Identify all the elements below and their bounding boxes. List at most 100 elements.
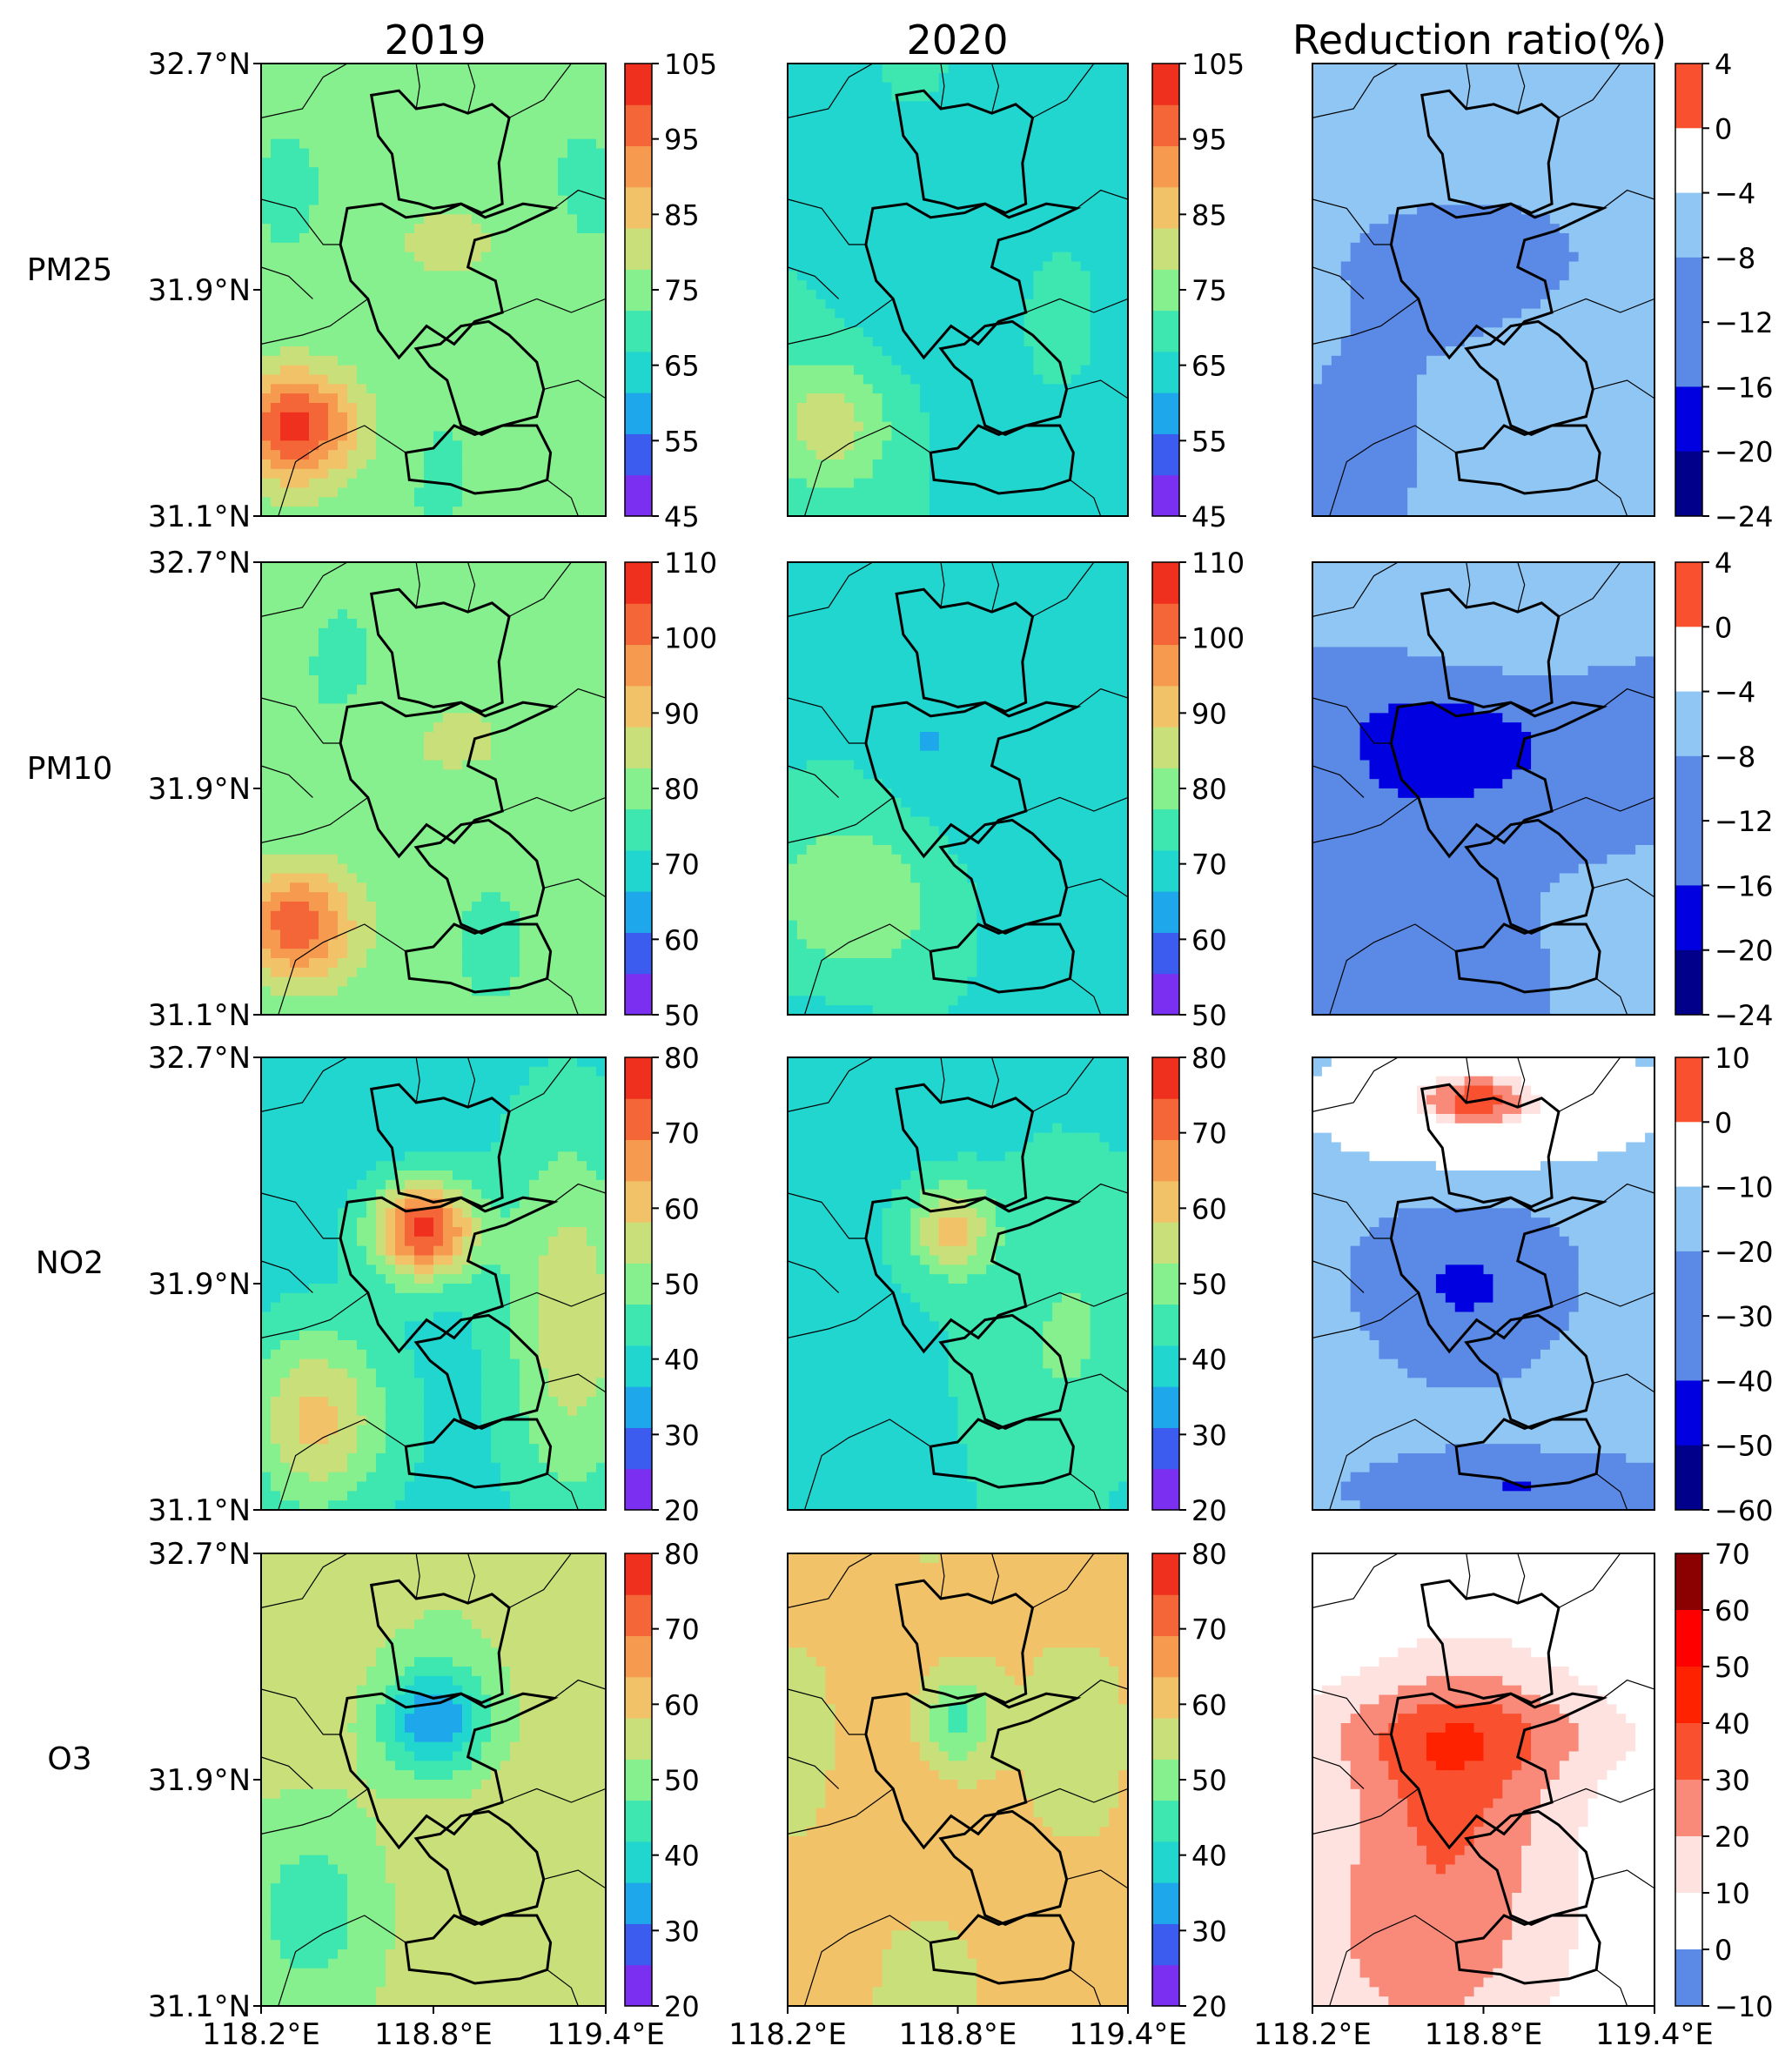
field-cell: [500, 138, 511, 150]
field-cell: [872, 450, 883, 460]
field-cell: [1578, 158, 1589, 168]
field-cell: [1340, 280, 1352, 291]
field-cell: [1454, 298, 1466, 310]
field-cell: [1587, 185, 1599, 197]
field-cell: [1578, 120, 1589, 131]
field-cell: [1398, 318, 1408, 328]
field-cell: [520, 72, 530, 84]
field-cell: [1626, 318, 1636, 328]
field-cell: [1004, 450, 1016, 460]
field-cell: [395, 252, 406, 263]
field-cell: [1635, 195, 1646, 206]
field-cell: [500, 337, 511, 347]
field-cell: [472, 459, 482, 470]
field-cell: [1033, 252, 1044, 263]
field-cell: [844, 158, 855, 168]
field-cell: [1014, 271, 1025, 281]
field-cell: [443, 487, 453, 498]
field-cell: [1483, 205, 1494, 215]
field-cell: [1454, 355, 1466, 366]
field-cell: [891, 346, 902, 357]
field-cell: [395, 242, 406, 253]
field-cell: [558, 468, 568, 480]
field-cell: [405, 421, 415, 433]
field-cell: [539, 431, 549, 441]
field-cell: [1559, 252, 1570, 263]
field-cell: [1014, 478, 1025, 489]
field-cell: [567, 129, 578, 140]
field-cell: [1340, 365, 1352, 376]
field-cell: [481, 138, 492, 150]
field-cell: [1350, 185, 1361, 197]
field-cell: [414, 224, 425, 234]
field-cell: [290, 346, 300, 357]
field-cell: [1473, 346, 1485, 357]
field-cell: [1521, 214, 1532, 225]
field-cell: [1435, 185, 1446, 197]
field-cell: [1071, 374, 1082, 385]
field-cell: [1521, 337, 1532, 347]
field-cell: [891, 290, 902, 300]
field-cell: [1407, 177, 1418, 187]
field-cell: [319, 497, 329, 507]
field-cell: [1502, 327, 1513, 338]
field-cell: [1597, 298, 1608, 310]
field-cell: [882, 233, 893, 244]
field-cell: [1512, 346, 1522, 357]
field-cell: [587, 431, 597, 441]
field-cell: [1109, 421, 1119, 433]
field-cell: [376, 393, 386, 404]
field-cell: [1350, 72, 1361, 84]
field-cell: [587, 346, 597, 357]
field-cell: [1090, 195, 1101, 206]
field-cell: [1445, 308, 1456, 319]
field-cell: [1483, 355, 1494, 366]
field-cell: [967, 506, 977, 516]
field-cell: [1004, 374, 1016, 385]
field-cell: [1502, 167, 1513, 178]
field-cell: [299, 365, 310, 376]
field-cell: [1445, 393, 1456, 404]
field-cell: [1587, 271, 1599, 281]
field-cell: [806, 327, 817, 338]
field-cell: [1388, 421, 1399, 433]
field-cell: [376, 72, 386, 84]
field-cell: [1331, 233, 1342, 244]
field-cell: [1645, 167, 1654, 178]
field-cell: [1024, 374, 1034, 385]
field-cell: [929, 384, 940, 394]
field-cell: [510, 393, 520, 404]
field-cell: [1340, 233, 1352, 244]
field-cell: [910, 177, 921, 187]
field-cell: [1379, 177, 1389, 187]
field-cell: [433, 82, 444, 93]
field-cell: [1321, 365, 1332, 376]
field-cell: [338, 478, 348, 489]
field-cell: [1445, 365, 1456, 376]
field-cell: [1568, 91, 1580, 102]
field-cell: [844, 440, 855, 451]
field-cell: [901, 459, 911, 470]
field-cell: [1331, 290, 1342, 300]
field-cell: [986, 120, 997, 131]
field-cell: [414, 205, 425, 215]
field-cell: [280, 393, 291, 404]
field-cell: [1014, 91, 1025, 102]
field-cell: [835, 214, 845, 225]
field-cell: [844, 374, 855, 385]
field-cell: [1080, 261, 1091, 272]
field-cell: [529, 393, 540, 404]
field-cell: [1004, 384, 1016, 394]
field-cell: [529, 384, 540, 394]
field-cell: [1445, 101, 1456, 111]
field-cell: [539, 205, 549, 215]
field-cell: [347, 185, 358, 197]
field-cell: [1118, 374, 1128, 385]
field-cell: [1109, 205, 1119, 215]
field-cell: [1521, 158, 1532, 168]
field-cell: [1004, 403, 1016, 413]
field-cell: [815, 148, 827, 158]
field-cell: [577, 487, 587, 498]
field-cell: [1607, 261, 1617, 272]
field-cell: [1626, 177, 1636, 187]
